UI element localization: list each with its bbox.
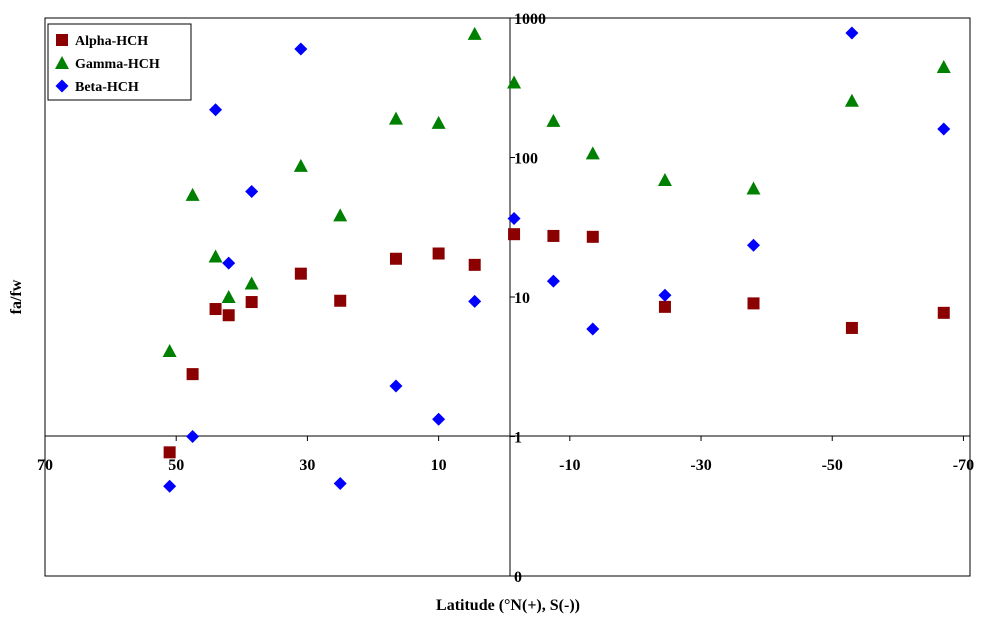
y-tick-label: 1: [514, 430, 522, 447]
x-axis-title: Latitude (°N(+), S(-)): [436, 597, 580, 614]
gamma-hch-point: [162, 344, 177, 358]
beta-hch-point: [222, 256, 236, 270]
gamma-hch-point: [657, 172, 672, 186]
gamma-hch-point: [585, 146, 600, 160]
legend-box: [47, 23, 192, 101]
gamma-hch-point: [208, 249, 223, 263]
alpha-hch-point: [245, 296, 258, 309]
beta-hch-point: [333, 477, 347, 491]
legend-gamma-hch-marker: [55, 56, 69, 69]
gamma-hch-point: [507, 75, 522, 89]
x-tick-label: -30: [690, 457, 711, 474]
alpha-hch-point: [432, 247, 445, 260]
alpha-hch-point: [845, 321, 858, 334]
x-tick-label: 10: [431, 457, 447, 474]
legend-beta-hch-label: Beta-HCH: [75, 80, 139, 95]
beta-hch-point: [389, 379, 403, 393]
alpha-hch-point: [334, 294, 347, 307]
legend-alpha-hch-label: Alpha-HCH: [75, 34, 148, 49]
alpha-hch-point: [937, 306, 950, 319]
gamma-hch-point: [293, 158, 308, 172]
gamma-hch-point: [746, 181, 761, 195]
y-axis-ticks: 0 1 10 100 1000: [510, 11, 546, 586]
beta-hch-point: [747, 238, 761, 252]
gamma-hch-point: [185, 187, 200, 201]
alpha-hch-point: [658, 300, 671, 313]
alpha-hch-point: [508, 228, 521, 241]
alpha-hch-point: [222, 309, 235, 322]
beta-hch-point: [209, 103, 223, 117]
y-tick-label: 10: [514, 290, 530, 307]
gamma-hch-point: [844, 93, 859, 107]
alpha-hch-point: [294, 267, 307, 280]
beta-hch-point: [432, 412, 446, 426]
alpha-hch-point: [163, 446, 176, 459]
gamma-hch-point: [431, 115, 446, 129]
legend-alpha-hch-marker: [56, 34, 68, 46]
beta-hch-point: [937, 122, 951, 136]
beta-hch-point: [245, 185, 259, 199]
beta-hch-point: [845, 26, 859, 40]
beta-hch-point: [507, 212, 521, 226]
alpha-hch-point: [547, 229, 560, 242]
legend-beta-hch-marker: [55, 79, 69, 93]
x-axis-ticks: 70 50 30 10 -10 -30 -50 -70: [37, 436, 974, 474]
gamma-hch-point: [936, 60, 951, 74]
gamma-hch-point: [244, 276, 259, 290]
x-tick-label: 30: [299, 457, 315, 474]
gamma-hch-point: [467, 26, 482, 40]
beta-hch-point: [586, 322, 600, 336]
gamma-hch-point: [546, 113, 561, 127]
x-tick-label: -70: [953, 457, 974, 474]
alpha-hch-point: [389, 252, 402, 265]
alpha-hch-point: [586, 230, 599, 243]
x-tick-label: 70: [37, 457, 53, 474]
beta-hch-point: [294, 42, 308, 56]
y-tick-label: 1000: [514, 11, 546, 28]
x-tick-label: -10: [559, 457, 580, 474]
y-axis-title: fa/fw: [8, 279, 25, 314]
x-tick-label: 50: [168, 457, 184, 474]
gamma-hch-point: [333, 208, 348, 222]
beta-hch-point: [468, 294, 482, 308]
gamma-hch-point: [388, 111, 403, 125]
legend: Alpha-HCH Gamma-HCH Beta-HCH: [47, 23, 192, 101]
alpha-hch-point: [209, 303, 222, 316]
alpha-hch-point: [747, 297, 760, 310]
data-points: [162, 26, 951, 493]
y-tick-label: 100: [514, 151, 538, 168]
beta-hch-point: [163, 479, 177, 493]
alpha-hch-point: [468, 258, 481, 271]
y-tick-label: 0: [514, 569, 522, 586]
plot-frame: [44, 17, 971, 577]
beta-hch-point: [186, 430, 200, 443]
gamma-hch-point: [221, 290, 236, 303]
alpha-hch-point: [186, 368, 199, 381]
x-tick-label: -50: [822, 457, 843, 474]
beta-hch-point: [546, 274, 560, 288]
beta-hch-point: [658, 288, 672, 302]
legend-gamma-hch-label: Gamma-HCH: [75, 57, 160, 72]
